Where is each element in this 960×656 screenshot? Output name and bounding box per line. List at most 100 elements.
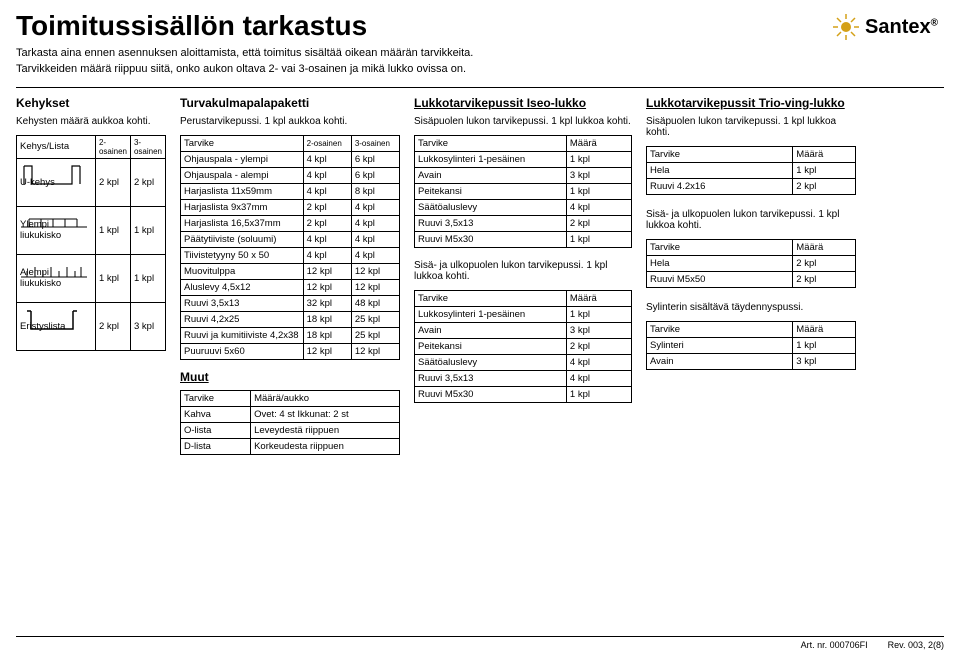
table-row: Aluslevy 4,5x1212 kpl12 kpl — [181, 279, 400, 295]
cell: 6 kpl — [351, 167, 399, 183]
cell: 4 kpl — [351, 199, 399, 215]
cell: 18 kpl — [303, 327, 351, 343]
turva-sub: Perustarvikepussi. 1 kpl aukkoa kohti. — [180, 116, 400, 127]
cell: Ruuvi ja kumitiiviste 4,2x38 — [181, 327, 304, 343]
cell: Ruuvi 3,5x13 — [415, 215, 567, 231]
table-row: Tiivistetyyny 50 x 504 kpl4 kpl — [181, 247, 400, 263]
cell: Ruuvi 3,5x13 — [415, 370, 567, 386]
cell: Ruuvi M5x50 — [647, 271, 793, 287]
cell: 4 kpl — [351, 215, 399, 231]
table-row: Puuruuvi 5x6012 kpl12 kpl — [181, 343, 400, 359]
cell: Ruuvi M5x30 — [415, 386, 567, 402]
brand-name: Santex® — [865, 16, 938, 39]
table-row: Hela2 kpl — [647, 255, 856, 271]
cell: 1 kpl — [566, 306, 631, 322]
syl-table: TarvikeMäärä Sylinteri1 kplAvain3 kpl — [646, 321, 856, 370]
table-row: Harjaslista 11x59mm4 kpl8 kpl — [181, 183, 400, 199]
turva-hdr-1: 2-osainen — [303, 135, 351, 151]
kehykset-hdr-2: 3-osainen — [130, 135, 165, 158]
table-row: Ruuvi 3,5x1332 kpl48 kpl — [181, 295, 400, 311]
kehykset-hdr-1: 2-osainen — [95, 135, 130, 158]
cell: 4 kpl — [303, 231, 351, 247]
cell: 12 kpl — [351, 343, 399, 359]
intro-line-1: Tarkasta aina ennen asennuksen aloittami… — [16, 46, 944, 60]
cell: Peitekansi — [415, 183, 567, 199]
table-row: Peitekansi2 kpl — [415, 338, 632, 354]
cell: 1 kpl — [130, 254, 165, 302]
cell: 4 kpl — [566, 199, 631, 215]
table-row: Ruuvi 3,5x134 kpl — [415, 370, 632, 386]
trio-sub: Sisäpuolen lukon tarvikepussi. 1 kpl luk… — [646, 116, 856, 138]
table-row: Sylinteri1 kpl — [647, 337, 856, 353]
table-row: Ruuvi M5x301 kpl — [415, 386, 632, 402]
cell: Avain — [647, 353, 793, 369]
muut-title: Muut — [180, 370, 400, 384]
cell: 1 kpl — [793, 337, 856, 353]
cell: Sylinteri — [647, 337, 793, 353]
table-row: Ruuvi 4.2x162 kpl — [647, 178, 856, 194]
footer-art: Art. nr. 000706FI — [801, 640, 868, 650]
cell: 4 kpl — [303, 247, 351, 263]
cell: 2 kpl — [95, 158, 130, 206]
cell: 4 kpl — [303, 151, 351, 167]
u-profile-icon — [19, 161, 89, 191]
cell: 4 kpl — [303, 183, 351, 199]
kehykset-hdr-0: Kehys/Lista — [17, 135, 96, 158]
cell: 12 kpl — [303, 279, 351, 295]
cell: O-lista — [181, 422, 251, 438]
cell: 1 kpl — [566, 386, 631, 402]
cell: 2 kpl — [303, 215, 351, 231]
cell: Ohjauspala - alempi — [181, 167, 304, 183]
cell: 1 kpl — [95, 254, 130, 302]
page-title: Toimitussisällön tarkastus — [16, 10, 944, 42]
cell: 2 kpl — [303, 199, 351, 215]
trio-table: TarvikeMäärä Hela1 kplRuuvi 4.2x162 kpl — [646, 146, 856, 195]
cell: Ruuvi 4,2x25 — [181, 311, 304, 327]
cell: 4 kpl — [566, 370, 631, 386]
trio-title: Lukkotarvikepussit Trio-ving-lukko — [646, 96, 856, 110]
cell: D-lista — [181, 438, 251, 454]
cell: Aluslevy 4,5x12 — [181, 279, 304, 295]
table-row: Ruuvi M5x502 kpl — [647, 271, 856, 287]
cell: Harjaslista 16,5x37mm — [181, 215, 304, 231]
cell: 18 kpl — [303, 311, 351, 327]
cell: Puuruuvi 5x60 — [181, 343, 304, 359]
table-row: O-listaLeveydestä riippuen — [181, 422, 400, 438]
cell: 2 kpl — [566, 338, 631, 354]
cell: Peitekansi — [415, 338, 567, 354]
trio2-hdr-0: Tarvike — [647, 239, 793, 255]
table-row: Avain3 kpl — [647, 353, 856, 369]
syl-hdr-1: Määrä — [793, 321, 856, 337]
cell: 6 kpl — [351, 151, 399, 167]
footer-rev: Rev. 003, 2(8) — [888, 640, 944, 650]
iseo-sub: Sisäpuolen lukon tarvikepussi. 1 kpl luk… — [414, 116, 632, 127]
cell: 2 kpl — [130, 158, 165, 206]
muut-hdr-1: Määrä/aukko — [251, 390, 400, 406]
seal-strip-icon — [19, 305, 89, 335]
iseo-hdr-1: Määrä — [566, 135, 631, 151]
syl-hdr-0: Tarvike — [647, 321, 793, 337]
iseo2-sub: Sisä- ja ulkopuolen lukon tarvikepussi. … — [414, 260, 632, 282]
table-row: Ylempi liukukisko 1 kpl 1 kpl — [17, 206, 166, 254]
table-row: Harjaslista 16,5x37mm2 kpl4 kpl — [181, 215, 400, 231]
turva-hdr-2: 3-osainen — [351, 135, 399, 151]
cell: 2 kpl — [793, 255, 856, 271]
cell: Muovitulppa — [181, 263, 304, 279]
iseo-table: TarvikeMäärä Lukkosylinteri 1-pesäinen1 … — [414, 135, 632, 248]
cell: 1 kpl — [566, 231, 631, 247]
trio2-sub: Sisä- ja ulkopuolen lukon tarvikepussi. … — [646, 209, 856, 231]
cell: Lukkosylinteri 1-pesäinen — [415, 151, 567, 167]
cell: Ruuvi 4.2x16 — [647, 178, 793, 194]
cell: 12 kpl — [351, 279, 399, 295]
cell: Lukkosylinteri 1-pesäinen — [415, 306, 567, 322]
table-row: Säätöaluslevy4 kpl — [415, 354, 632, 370]
cell: Avain — [415, 167, 567, 183]
iseo-title: Lukkotarvikepussit Iseo-lukko — [414, 96, 632, 110]
table-row: Harjaslista 9x37mm2 kpl4 kpl — [181, 199, 400, 215]
cell: 12 kpl — [303, 343, 351, 359]
cell: 4 kpl — [303, 167, 351, 183]
cell: Kahva — [181, 406, 251, 422]
cell: 12 kpl — [303, 263, 351, 279]
table-row: Säätöaluslevy4 kpl — [415, 199, 632, 215]
cell: 8 kpl — [351, 183, 399, 199]
